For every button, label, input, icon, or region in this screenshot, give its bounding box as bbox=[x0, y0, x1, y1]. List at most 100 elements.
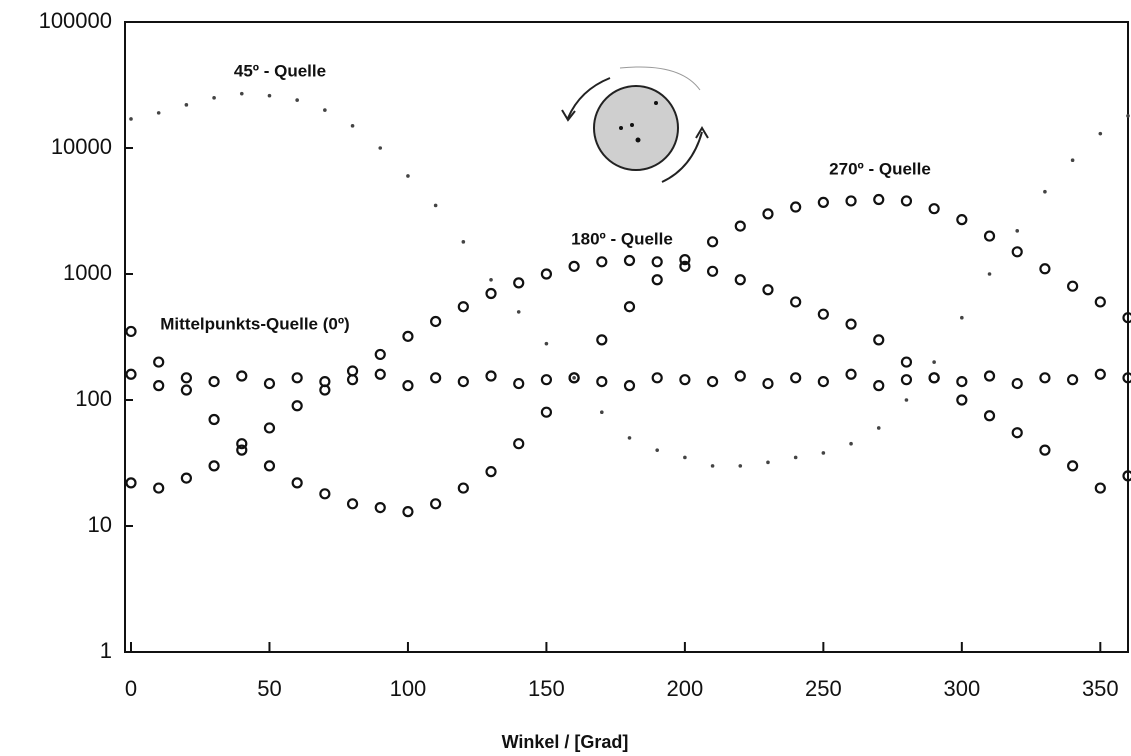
data-point bbox=[873, 380, 885, 392]
data-point bbox=[319, 375, 331, 388]
data-point bbox=[263, 377, 276, 390]
data-point bbox=[1011, 246, 1023, 258]
y-tick-label: 100 bbox=[75, 386, 112, 411]
data-point bbox=[1011, 377, 1023, 390]
data-point bbox=[461, 240, 466, 244]
x-tick-label: 0 bbox=[125, 676, 137, 701]
data-point bbox=[153, 380, 165, 392]
data-point bbox=[1067, 280, 1079, 292]
data-point bbox=[291, 400, 303, 412]
data-point bbox=[821, 451, 826, 455]
data-point bbox=[983, 370, 996, 382]
data-point bbox=[1122, 312, 1131, 324]
data-point bbox=[651, 372, 663, 384]
data-point bbox=[651, 256, 663, 268]
data-point bbox=[125, 368, 137, 380]
data-point bbox=[956, 214, 968, 226]
data-point bbox=[1043, 189, 1047, 194]
data-point bbox=[932, 360, 936, 364]
data-point bbox=[596, 334, 608, 346]
data-point bbox=[513, 438, 525, 450]
data-point bbox=[960, 315, 964, 320]
data-point bbox=[153, 356, 165, 368]
data-point bbox=[516, 310, 521, 314]
data-point bbox=[790, 296, 802, 308]
data-point bbox=[928, 372, 940, 384]
data-point bbox=[153, 482, 165, 494]
data-point bbox=[180, 372, 192, 384]
data-point bbox=[319, 488, 331, 500]
data-point bbox=[374, 348, 386, 361]
data-point bbox=[1067, 460, 1079, 472]
data-point bbox=[679, 254, 691, 266]
data-point bbox=[987, 272, 992, 276]
annotation: Mittelpunkts-Quelle (0º) bbox=[160, 314, 349, 333]
data-point bbox=[263, 422, 276, 434]
data-point bbox=[983, 410, 996, 422]
data-point bbox=[738, 464, 743, 468]
data-point bbox=[184, 103, 189, 107]
data-point bbox=[180, 472, 192, 484]
x-tick-label: 200 bbox=[667, 676, 704, 701]
data-point bbox=[706, 375, 719, 388]
data-point bbox=[402, 506, 414, 518]
data-point bbox=[706, 236, 719, 248]
data-point bbox=[596, 375, 608, 388]
data-point bbox=[346, 374, 359, 386]
data-point bbox=[900, 356, 913, 368]
x-tick-label: 150 bbox=[528, 676, 565, 701]
data-point bbox=[236, 438, 248, 450]
data-point bbox=[1067, 374, 1079, 386]
data-point bbox=[513, 377, 525, 390]
data-point bbox=[734, 274, 746, 286]
data-point bbox=[208, 460, 220, 472]
data-point bbox=[817, 196, 829, 209]
y-tick-label: 1000 bbox=[63, 260, 112, 285]
data-point bbox=[873, 193, 885, 206]
data-point bbox=[762, 377, 774, 390]
data-point bbox=[793, 455, 798, 460]
plot-frame bbox=[124, 21, 1129, 653]
data-point bbox=[817, 308, 829, 320]
data-point bbox=[651, 274, 663, 286]
y-tick-label: 100000 bbox=[39, 8, 112, 33]
rotation-icon bbox=[561, 66, 709, 183]
data-point bbox=[845, 318, 857, 330]
annotation: 180º - Quelle bbox=[571, 229, 673, 248]
data-point bbox=[1126, 114, 1130, 118]
data-point bbox=[406, 174, 410, 178]
data-point bbox=[485, 466, 497, 478]
data-point bbox=[125, 477, 137, 489]
y-tick-label: 1 bbox=[100, 638, 112, 663]
data-point bbox=[817, 375, 829, 388]
data-point bbox=[125, 325, 137, 338]
data-point bbox=[790, 372, 802, 384]
data-point bbox=[904, 398, 909, 402]
data-point bbox=[900, 374, 913, 386]
data-point bbox=[180, 384, 192, 396]
data-point bbox=[291, 477, 303, 489]
data-point bbox=[457, 482, 469, 494]
annotation: 45º - Quelle bbox=[234, 61, 326, 80]
data-point bbox=[402, 330, 414, 342]
data-point bbox=[655, 448, 659, 452]
data-point bbox=[873, 334, 885, 346]
data-point bbox=[679, 260, 691, 272]
data-point bbox=[430, 315, 442, 328]
data-point bbox=[1122, 372, 1131, 384]
data-point bbox=[295, 98, 299, 102]
data-point bbox=[346, 498, 359, 510]
data-point bbox=[540, 374, 553, 386]
x-axis-label: Winkel / [Grad] bbox=[502, 732, 629, 752]
data-point bbox=[1094, 296, 1106, 308]
data-point bbox=[627, 436, 632, 440]
data-point bbox=[1094, 368, 1106, 380]
data-point bbox=[1015, 229, 1020, 233]
data-point bbox=[1070, 158, 1075, 163]
data-point bbox=[928, 203, 940, 215]
data-point bbox=[683, 455, 687, 460]
annotation: 270º - Quelle bbox=[829, 159, 931, 178]
data-point bbox=[350, 124, 355, 128]
y-tick-label: 10000 bbox=[51, 134, 112, 159]
data-point bbox=[1039, 444, 1051, 456]
